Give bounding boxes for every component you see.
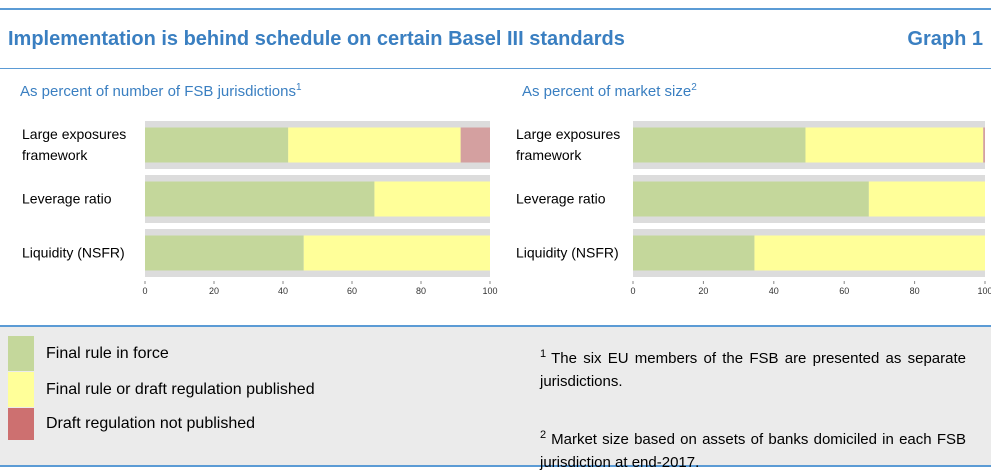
- chart-subtitle: As percent of market size2: [522, 82, 697, 100]
- bar-segment: [633, 235, 755, 271]
- bottom-rule: [0, 465, 991, 467]
- figure-title: Implementation is behind schedule on cer…: [8, 28, 625, 50]
- x-tick-label: 80: [416, 286, 426, 296]
- category-label: Large exposures framework: [22, 126, 127, 163]
- title-rule: [0, 68, 991, 69]
- category-label: Leverage ratio: [516, 190, 606, 207]
- legend-swatch: [8, 372, 34, 407]
- category-label: Large exposures framework: [516, 126, 621, 163]
- footnote-text: Market size based on assets of banks dom…: [540, 431, 966, 471]
- x-tick-label: 0: [630, 286, 635, 296]
- category-label: Leverage ratio: [22, 190, 112, 207]
- bar-segment: [145, 181, 375, 217]
- x-tick-label: 20: [209, 286, 219, 296]
- bar-segment: [303, 235, 490, 271]
- x-tick-label: 40: [769, 286, 779, 296]
- bar-segment: [983, 127, 985, 163]
- bar-segment: [633, 127, 806, 163]
- footnote-marker: 2: [540, 429, 547, 441]
- footnote: 1 The six EU members of the FSB are prese…: [540, 343, 966, 393]
- legend-swatch: [8, 408, 34, 440]
- x-tick-label: 60: [839, 286, 849, 296]
- graph-label: Graph 1: [907, 28, 983, 50]
- legend-label: Final rule or draft regulation published: [46, 380, 315, 398]
- footnote: 2 Market size based on assets of banks do…: [540, 424, 966, 474]
- legend-swatch: [8, 336, 34, 371]
- legend-label: Draft regulation not published: [46, 415, 256, 432]
- x-tick-label: 100: [977, 286, 991, 296]
- bar-segment: [288, 127, 461, 163]
- x-tick-label: 80: [910, 286, 920, 296]
- footnote-ref: 1: [295, 82, 302, 93]
- bar-segment: [805, 127, 984, 163]
- x-tick-label: 100: [482, 286, 497, 296]
- bar-segment: [145, 127, 289, 163]
- legend-panel: [0, 326, 991, 465]
- bar-segment: [460, 127, 490, 163]
- bar-segment: [754, 235, 985, 271]
- x-tick-label: 0: [142, 286, 147, 296]
- legend-label: Final rule in force: [46, 344, 169, 362]
- bar-segment: [145, 235, 304, 271]
- x-tick-label: 40: [278, 286, 288, 296]
- footnote-marker: 1: [540, 348, 547, 360]
- footnote-ref: 2: [691, 82, 697, 93]
- category-label: Liquidity (NSFR): [516, 244, 619, 261]
- chart-subtitle: As percent of number of FSB jurisdiction…: [20, 82, 302, 100]
- category-label: Liquidity (NSFR): [22, 244, 125, 261]
- x-tick-label: 20: [698, 286, 708, 296]
- legend-rule: [0, 325, 991, 327]
- top-rule: [0, 8, 991, 10]
- bar-segment: [633, 181, 869, 217]
- footnote-text: The six EU members of the FSB are presen…: [540, 350, 966, 390]
- bar-segment: [374, 181, 490, 217]
- bar-segment: [868, 181, 985, 217]
- x-tick-label: 60: [347, 286, 357, 296]
